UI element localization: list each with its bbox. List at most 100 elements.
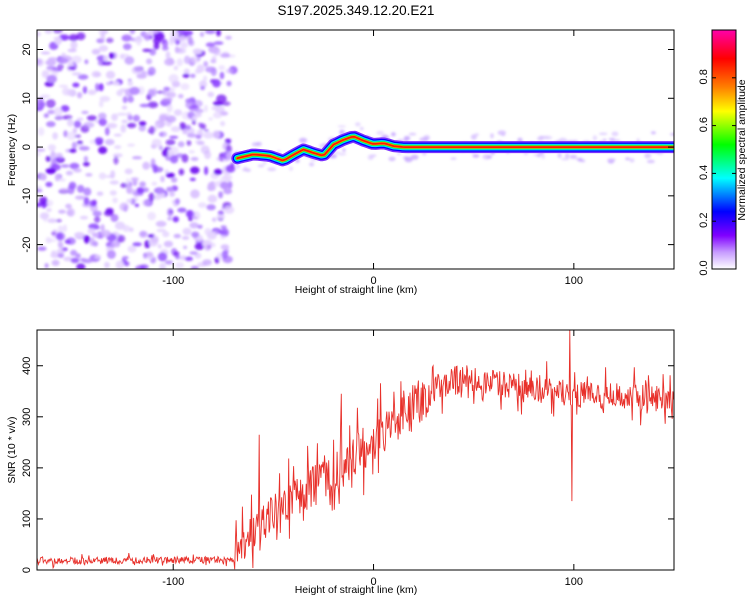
noise-blob bbox=[138, 124, 146, 132]
noise-blob bbox=[169, 191, 176, 197]
noise-blob bbox=[106, 37, 114, 43]
halo-blob bbox=[277, 150, 281, 153]
noise-blob bbox=[70, 257, 80, 264]
noise-blob bbox=[100, 229, 111, 238]
noise-blob bbox=[182, 73, 190, 78]
noise-blob bbox=[160, 175, 165, 183]
noise-blob bbox=[142, 161, 150, 170]
noise-blob bbox=[37, 31, 41, 37]
halo-blob bbox=[342, 148, 346, 152]
noise-blob bbox=[43, 113, 49, 118]
noise-blob bbox=[123, 261, 130, 267]
noise-blob bbox=[129, 30, 136, 35]
noise-blob bbox=[172, 216, 179, 223]
halo-blob bbox=[592, 135, 598, 141]
noise-blob bbox=[184, 124, 192, 130]
y-tick-label: -20 bbox=[21, 237, 33, 253]
noise-blob bbox=[43, 215, 48, 223]
halo-blob bbox=[257, 164, 265, 168]
halo-blob bbox=[470, 134, 477, 140]
noise-blob bbox=[61, 52, 66, 57]
noise-blob bbox=[45, 181, 53, 188]
noise-blob bbox=[157, 244, 162, 249]
noise-blob bbox=[152, 164, 158, 174]
noise-blob bbox=[130, 177, 139, 181]
noise-blob bbox=[127, 245, 137, 253]
noise-blob bbox=[204, 166, 209, 176]
noise-blob bbox=[166, 103, 173, 113]
halo-blob bbox=[541, 154, 545, 160]
noise-blob bbox=[87, 228, 96, 234]
noise-blob bbox=[47, 144, 57, 151]
noise-blob bbox=[45, 167, 56, 175]
noise-blob bbox=[112, 197, 118, 204]
noise-blob bbox=[174, 46, 180, 54]
noise-blob bbox=[74, 232, 84, 238]
noise-blob bbox=[100, 33, 106, 42]
noise-blob bbox=[165, 139, 176, 146]
noise-blob bbox=[83, 197, 90, 206]
noise-blob bbox=[179, 122, 186, 130]
noise-blob bbox=[145, 251, 154, 260]
noise-blob bbox=[149, 125, 155, 135]
noise-blob bbox=[63, 224, 67, 232]
noise-blob bbox=[46, 239, 57, 242]
noise-blob bbox=[225, 144, 232, 154]
noise-blob bbox=[114, 145, 122, 150]
noise-blob bbox=[100, 224, 105, 232]
noise-blob bbox=[158, 114, 168, 122]
noise-blob bbox=[40, 51, 51, 55]
noise-blob bbox=[120, 53, 130, 57]
noise-blob bbox=[91, 254, 96, 259]
noise-blob bbox=[176, 58, 183, 67]
halo-blob bbox=[561, 157, 570, 161]
x-tick-label: 100 bbox=[565, 576, 583, 588]
noise-blob bbox=[175, 262, 185, 269]
noise-blob bbox=[143, 252, 148, 259]
halo-blob bbox=[646, 159, 655, 164]
noise-blob bbox=[66, 210, 74, 216]
noise-blob bbox=[173, 233, 181, 239]
noise-blob bbox=[183, 55, 191, 64]
noise-blob bbox=[93, 254, 102, 259]
noise-blob bbox=[65, 203, 72, 209]
noise-blob bbox=[212, 79, 221, 88]
noise-blob bbox=[82, 86, 88, 94]
noise-blob bbox=[162, 149, 169, 157]
halo-blob bbox=[644, 153, 652, 159]
noise-blob bbox=[82, 258, 93, 264]
noise-blob bbox=[162, 90, 170, 97]
noise-blob bbox=[67, 48, 77, 53]
noise-blob bbox=[129, 188, 138, 195]
noise-blob bbox=[134, 203, 140, 208]
halo-blob bbox=[598, 132, 608, 135]
halo-blob bbox=[256, 141, 262, 147]
noise-blob bbox=[50, 150, 56, 159]
noise-blob bbox=[221, 250, 229, 259]
noise-blob bbox=[159, 131, 168, 137]
halo-blob bbox=[267, 167, 277, 172]
noise-blob bbox=[178, 93, 184, 99]
noise-blob bbox=[74, 195, 86, 200]
noise-blob bbox=[68, 61, 74, 67]
noise-blob bbox=[47, 69, 57, 73]
noise-blob bbox=[60, 105, 70, 112]
colorbar-tick-label: 0.2 bbox=[698, 213, 710, 228]
noise-blob bbox=[105, 81, 112, 86]
noise-blob bbox=[128, 227, 134, 232]
colorbar-label: Normalized spectral amplitude bbox=[736, 79, 748, 220]
noise-blob bbox=[65, 170, 73, 176]
halo-blob bbox=[262, 161, 267, 165]
noise-blob bbox=[136, 38, 142, 46]
noise-blob bbox=[94, 216, 101, 223]
noise-blob bbox=[46, 74, 57, 84]
spectrogram-x-axis-label: Height of straight line (km) bbox=[295, 284, 418, 296]
noise-blob bbox=[83, 121, 95, 128]
noise-blob bbox=[124, 56, 135, 65]
noise-blob bbox=[211, 106, 219, 111]
noise-blob bbox=[137, 86, 145, 95]
snr-series-line bbox=[37, 330, 674, 570]
noise-blob bbox=[151, 138, 162, 147]
halo-blob bbox=[370, 154, 377, 157]
noise-blob bbox=[54, 36, 62, 45]
